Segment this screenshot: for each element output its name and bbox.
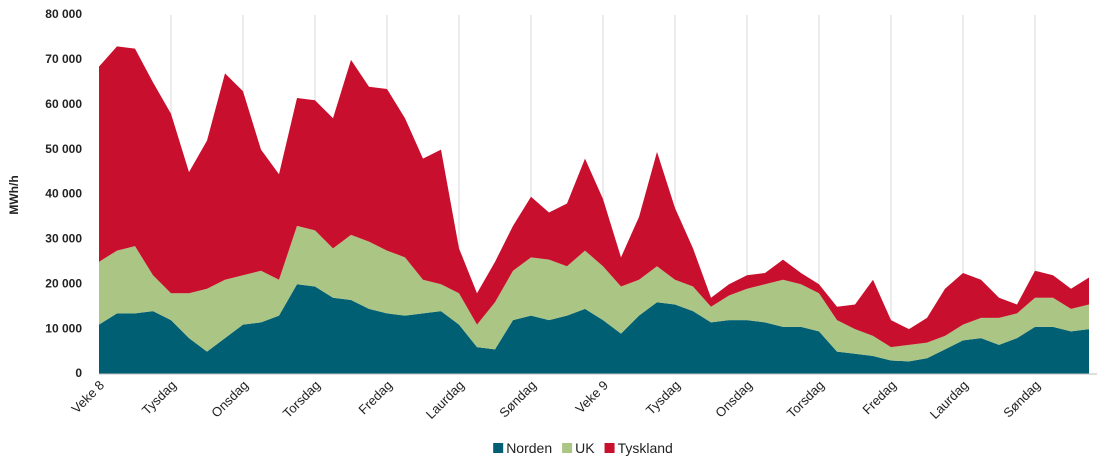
x-tick-label: Tysdag [139,378,179,418]
y-tick-label: 80 000 [45,7,82,21]
legend-swatch [562,443,573,453]
x-tick-label: Onsdag [208,378,251,421]
legend-label: UK [575,440,595,456]
y-tick-label: 60 000 [45,97,82,111]
x-tick-label: Torsdag [784,378,827,421]
area [99,46,1089,348]
area [99,225,1089,362]
x-tick-label: Fredag [355,378,395,418]
y-tick-label: 0 [75,366,82,380]
x-tick-label: Torsdag [280,378,323,421]
x-tick-label: Veke 8 [68,378,107,417]
x-tick-label: Tysdag [643,378,683,418]
legend-label: Norden [506,440,552,456]
y-tick-label: 30 000 [45,232,82,246]
x-tick-label: Laurdag [927,378,971,422]
legend-swatch [604,443,615,453]
y-tick-label: 20 000 [45,276,82,290]
x-tick-label: Laurdag [423,378,467,422]
legend-swatch [493,443,504,453]
y-axis-label: MWh/h [7,175,21,214]
x-tick-label: Veke 9 [572,378,611,417]
x-tick-label: Onsdag [712,378,755,421]
legend-label: Tyskland [618,440,673,456]
y-tick-label: 50 000 [45,142,82,156]
x-tick-label: Søndag [496,378,539,421]
y-tick-label: 40 000 [45,187,82,201]
y-tick-label: 10 000 [45,321,82,335]
x-tick-label: Fredag [859,378,899,418]
y-tick-label: 70 000 [45,52,82,66]
area [99,284,1089,374]
x-tick-label: Søndag [1000,378,1043,421]
legend: Norden UK Tyskland [493,440,673,456]
